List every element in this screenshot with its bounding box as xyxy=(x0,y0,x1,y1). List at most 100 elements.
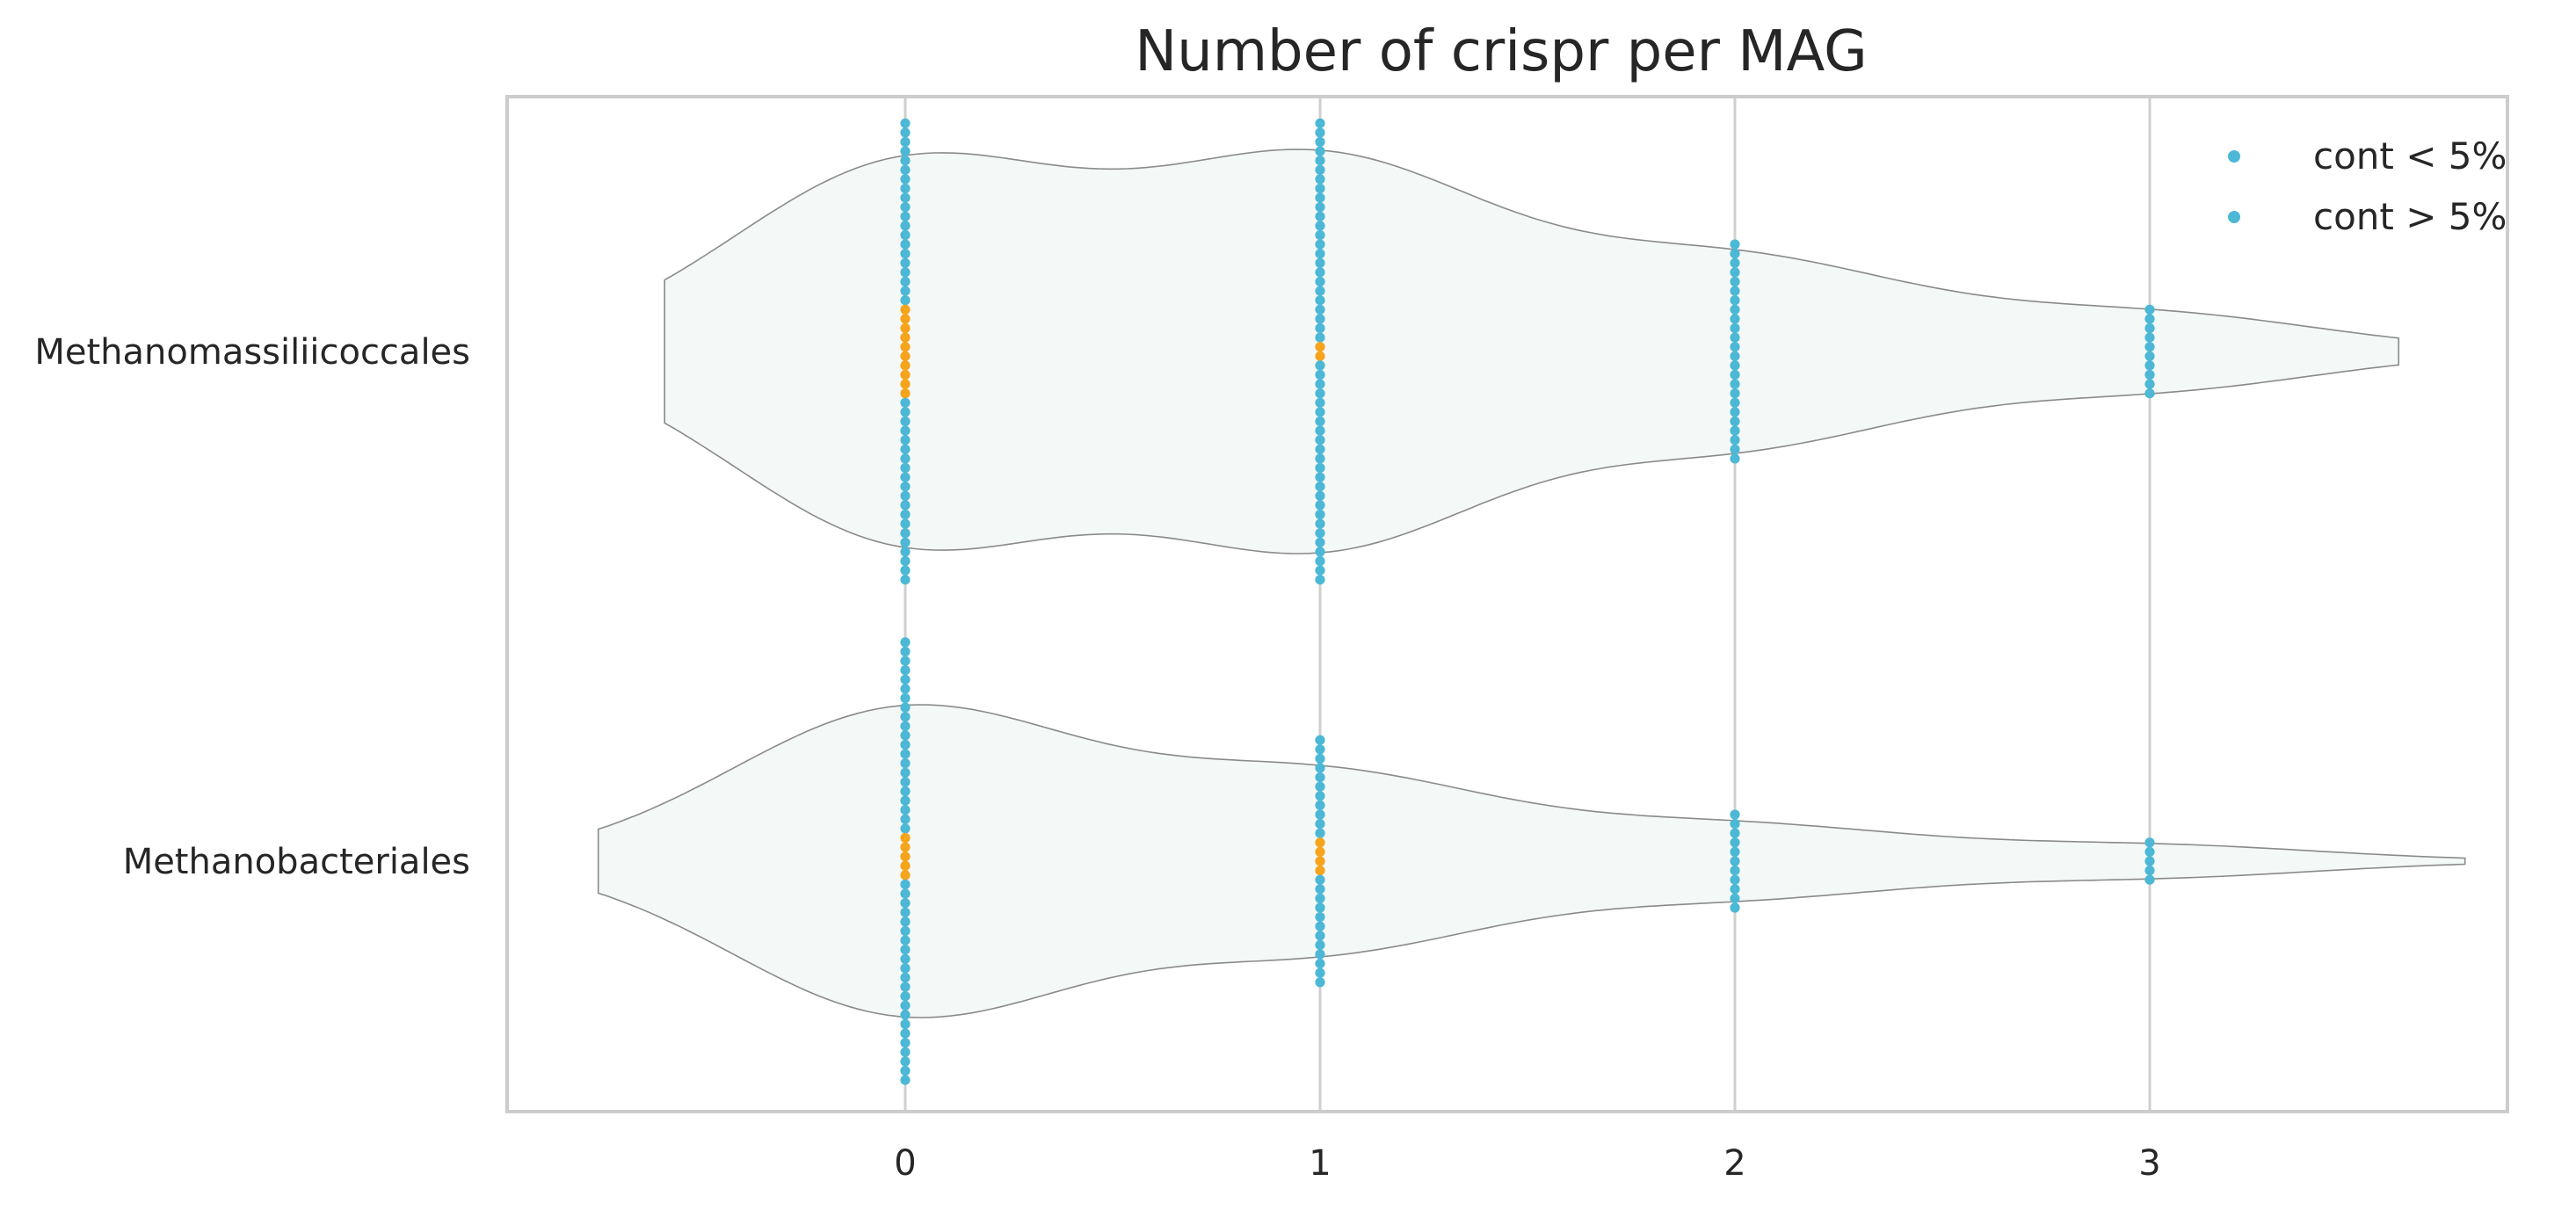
legend-label-cont-lt-5: cont < 5% xyxy=(2313,134,2507,178)
point-cont-lt-5 xyxy=(1315,537,1325,547)
point-cont-lt-5 xyxy=(1730,257,1740,268)
point-cont-lt-5 xyxy=(1315,893,1325,903)
point-cont-lt-5 xyxy=(1315,211,1325,221)
point-cont-lt-5 xyxy=(900,462,911,474)
point-cont-lt-5 xyxy=(1315,127,1325,138)
x-tick-label: 2 xyxy=(1723,1143,1745,1184)
point-cont-lt-5 xyxy=(1730,304,1740,315)
point-cont-lt-5 xyxy=(900,674,911,685)
point-cont-lt-5 xyxy=(1315,174,1325,185)
point-cont-lt-5 xyxy=(900,1075,911,1085)
point-cont-lt-5 xyxy=(1315,462,1325,474)
point-cont-gt-5 xyxy=(900,351,911,361)
point-cont-lt-5 xyxy=(1730,314,1740,324)
point-cont-gt-5 xyxy=(900,304,911,315)
point-cont-lt-5 xyxy=(900,174,911,185)
point-cont-lt-5 xyxy=(2144,866,2155,876)
point-cont-lt-5 xyxy=(900,1065,911,1076)
x-tick-label: 1 xyxy=(1309,1143,1331,1184)
point-cont-lt-5 xyxy=(2144,332,2155,343)
point-cont-lt-5 xyxy=(900,267,911,278)
point-cont-lt-5 xyxy=(900,684,911,694)
point-cont-gt-5 xyxy=(1315,866,1325,876)
point-cont-lt-5 xyxy=(1730,276,1740,287)
point-cont-lt-5 xyxy=(1730,351,1740,361)
point-cont-gt-5 xyxy=(900,842,911,852)
point-cont-lt-5 xyxy=(900,935,911,946)
axes-frame xyxy=(505,95,2509,1113)
point-cont-lt-5 xyxy=(1730,874,1740,885)
point-cont-lt-5 xyxy=(1315,781,1325,792)
point-cont-lt-5 xyxy=(1315,555,1325,567)
point-cont-lt-5 xyxy=(1730,809,1740,820)
point-cont-lt-5 xyxy=(900,397,911,408)
point-cont-lt-5 xyxy=(1730,819,1740,830)
point-cont-lt-5 xyxy=(1315,322,1325,334)
point-cont-lt-5 xyxy=(900,118,911,128)
point-cont-lt-5 xyxy=(1315,967,1325,978)
point-cont-lt-5 xyxy=(900,192,911,203)
point-cont-lt-5 xyxy=(2144,837,2155,848)
point-cont-lt-5 xyxy=(1315,735,1325,745)
point-cont-lt-5 xyxy=(2144,342,2155,352)
point-cont-lt-5 xyxy=(2144,846,2155,858)
point-cont-gt-5 xyxy=(1315,342,1325,352)
point-cont-lt-5 xyxy=(900,453,911,464)
point-cont-lt-5 xyxy=(1315,921,1325,931)
point-cont-lt-5 xyxy=(1315,902,1325,913)
point-cont-lt-5 xyxy=(900,805,911,815)
chart-title: Number of crispr per MAG xyxy=(1135,19,1868,84)
point-cont-lt-5 xyxy=(1315,229,1325,241)
point-cont-lt-5 xyxy=(2144,351,2155,361)
point-cont-lt-5 xyxy=(1730,828,1740,838)
point-cont-lt-5 xyxy=(900,823,911,834)
point-cont-lt-5 xyxy=(900,276,911,287)
point-cont-lt-5 xyxy=(1315,753,1325,764)
point-cont-lt-5 xyxy=(900,945,911,955)
point-cont-lt-5 xyxy=(1315,772,1325,783)
legend-label-cont-gt-5: cont > 5% xyxy=(2313,195,2507,238)
point-cont-lt-5 xyxy=(1730,286,1740,296)
point-cont-lt-5 xyxy=(900,991,911,1002)
point-cont-lt-5 xyxy=(2144,388,2155,399)
point-cont-gt-5 xyxy=(900,860,911,871)
point-cont-lt-5 xyxy=(900,425,911,436)
point-cont-lt-5 xyxy=(1315,146,1325,156)
point-cont-lt-5 xyxy=(900,555,911,567)
point-cont-gt-5 xyxy=(900,332,911,343)
point-cont-lt-5 xyxy=(1315,453,1325,464)
point-cont-lt-5 xyxy=(1315,874,1325,885)
point-cont-lt-5 xyxy=(900,295,911,306)
point-cont-lt-5 xyxy=(900,156,911,166)
point-cont-lt-5 xyxy=(1315,509,1325,520)
point-cont-lt-5 xyxy=(1315,884,1325,895)
point-cont-gt-5 xyxy=(900,379,911,389)
point-cont-lt-5 xyxy=(1315,912,1325,923)
point-cont-lt-5 xyxy=(900,656,911,666)
point-cont-lt-5 xyxy=(1315,809,1325,820)
point-cont-lt-5 xyxy=(1315,202,1325,213)
point-cont-lt-5 xyxy=(900,257,911,268)
point-cont-lt-5 xyxy=(900,814,911,824)
point-cont-lt-5 xyxy=(1315,500,1325,511)
point-cont-lt-5 xyxy=(900,879,911,890)
x-tick-label: 0 xyxy=(894,1143,916,1184)
point-cont-lt-5 xyxy=(1315,267,1325,278)
point-cont-lt-5 xyxy=(900,702,911,713)
point-cont-lt-5 xyxy=(900,407,911,417)
point-cont-lt-5 xyxy=(1730,453,1740,464)
point-cont-lt-5 xyxy=(1315,977,1325,988)
point-cont-lt-5 xyxy=(2144,360,2155,371)
point-cont-gt-5 xyxy=(1315,856,1325,866)
point-cont-lt-5 xyxy=(1730,295,1740,306)
point-cont-lt-5 xyxy=(900,925,911,937)
point-cont-gt-5 xyxy=(900,851,911,862)
point-cont-lt-5 xyxy=(900,1000,911,1011)
y-tick-label: Methanobacteriales xyxy=(123,842,470,882)
point-cont-lt-5 xyxy=(1730,435,1740,446)
point-cont-lt-5 xyxy=(1315,949,1325,960)
point-cont-gt-5 xyxy=(1315,837,1325,848)
point-cont-lt-5 xyxy=(1730,379,1740,389)
point-cont-lt-5 xyxy=(900,1038,911,1048)
